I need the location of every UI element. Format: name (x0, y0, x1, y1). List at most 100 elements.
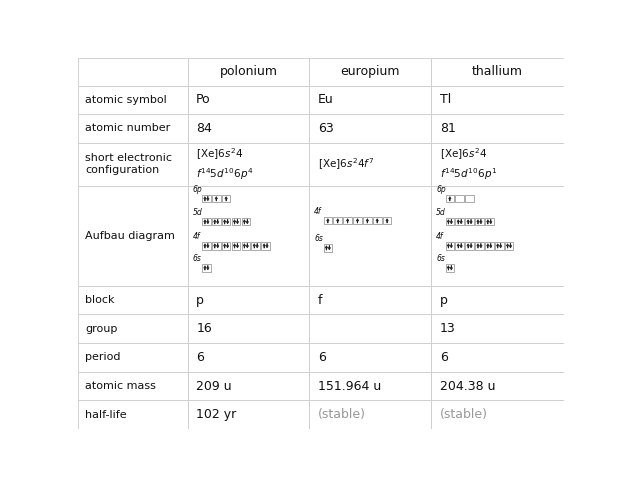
Bar (334, 217, 342, 225)
FancyArrow shape (447, 266, 450, 270)
Bar (78, 401, 187, 429)
Bar (431, 143, 564, 186)
Bar (309, 114, 431, 143)
Text: 151.964 u: 151.964 u (318, 379, 381, 392)
Text: (stable): (stable) (318, 408, 366, 421)
FancyArrow shape (467, 244, 470, 248)
Text: 5d: 5d (192, 208, 203, 217)
Bar (446, 218, 454, 226)
Bar (251, 242, 260, 250)
FancyArrow shape (243, 244, 246, 248)
Bar (353, 217, 362, 225)
FancyArrow shape (328, 245, 330, 250)
FancyArrow shape (214, 220, 216, 224)
Bar (431, 343, 564, 372)
FancyArrow shape (467, 220, 470, 224)
FancyArrow shape (450, 266, 453, 270)
Bar (212, 218, 221, 226)
FancyArrow shape (216, 219, 219, 224)
FancyArrow shape (480, 219, 482, 224)
Text: group: group (85, 324, 117, 334)
FancyArrow shape (457, 220, 460, 224)
FancyArrow shape (447, 220, 450, 224)
Bar (222, 218, 231, 226)
Bar (187, 114, 309, 143)
FancyArrow shape (507, 244, 508, 248)
FancyArrow shape (449, 197, 451, 201)
FancyArrow shape (480, 243, 482, 248)
FancyArrow shape (256, 243, 258, 248)
Bar (455, 195, 464, 202)
Bar (446, 264, 454, 271)
Bar (485, 218, 493, 226)
Bar (187, 186, 309, 286)
Bar (373, 217, 382, 225)
Text: 4f: 4f (436, 232, 443, 241)
FancyArrow shape (236, 243, 239, 248)
Bar (309, 343, 431, 372)
Text: 81: 81 (440, 122, 456, 135)
Bar (231, 218, 240, 226)
Bar (78, 143, 187, 186)
FancyArrow shape (207, 219, 209, 224)
Bar (187, 143, 309, 186)
FancyArrow shape (500, 243, 502, 248)
Text: half-life: half-life (85, 410, 127, 420)
FancyArrow shape (386, 219, 388, 223)
FancyArrow shape (207, 266, 209, 270)
Bar (78, 286, 187, 314)
FancyArrow shape (266, 243, 268, 248)
FancyArrow shape (214, 244, 216, 248)
FancyArrow shape (226, 243, 229, 248)
Bar (475, 242, 484, 250)
FancyArrow shape (497, 244, 499, 248)
Text: 4f: 4f (314, 207, 322, 216)
Bar (309, 401, 431, 429)
Bar (446, 195, 454, 202)
Bar (202, 195, 211, 202)
Text: Aufbau diagram: Aufbau diagram (85, 231, 175, 241)
Text: p: p (440, 294, 448, 307)
Bar (212, 242, 221, 250)
Text: 6: 6 (196, 351, 204, 364)
FancyArrow shape (216, 243, 219, 248)
FancyArrow shape (204, 266, 206, 270)
Text: 6s: 6s (436, 254, 445, 263)
Text: polonium: polonium (219, 65, 278, 78)
Bar (241, 242, 250, 250)
Bar (382, 217, 391, 225)
Text: 84: 84 (196, 122, 212, 135)
Bar (431, 114, 564, 143)
Bar (431, 372, 564, 401)
Text: 16: 16 (196, 322, 212, 335)
Text: p: p (196, 294, 204, 307)
FancyArrow shape (233, 220, 236, 224)
FancyArrow shape (236, 219, 239, 224)
Bar (431, 401, 564, 429)
FancyArrow shape (487, 244, 489, 248)
FancyArrow shape (243, 220, 246, 224)
FancyArrow shape (223, 244, 226, 248)
Text: [Xe]6$s^2$4
$f^{14}$5$d^{10}$6$p^4$: [Xe]6$s^2$4 $f^{14}$5$d^{10}$6$p^4$ (196, 147, 253, 182)
Text: block: block (85, 295, 115, 305)
Text: 204.38 u: 204.38 u (440, 379, 495, 392)
Bar (202, 218, 211, 226)
Bar (78, 58, 187, 85)
Text: atomic mass: atomic mass (85, 381, 156, 391)
Text: [Xe]6$s^2$4
$f^{14}$5$d^{10}$6$p^1$: [Xe]6$s^2$4 $f^{14}$5$d^{10}$6$p^1$ (440, 147, 497, 182)
Text: Tl: Tl (440, 94, 451, 107)
Bar (241, 218, 250, 226)
Bar (202, 242, 211, 250)
Bar (309, 186, 431, 286)
Text: atomic symbol: atomic symbol (85, 95, 167, 105)
Text: 6s: 6s (192, 254, 201, 263)
FancyArrow shape (470, 243, 472, 248)
Text: europium: europium (340, 65, 399, 78)
Bar (431, 286, 564, 314)
FancyArrow shape (457, 244, 460, 248)
FancyArrow shape (225, 197, 228, 201)
Text: thallium: thallium (472, 65, 523, 78)
Bar (212, 195, 221, 202)
Text: atomic number: atomic number (85, 123, 170, 134)
Bar (431, 314, 564, 343)
